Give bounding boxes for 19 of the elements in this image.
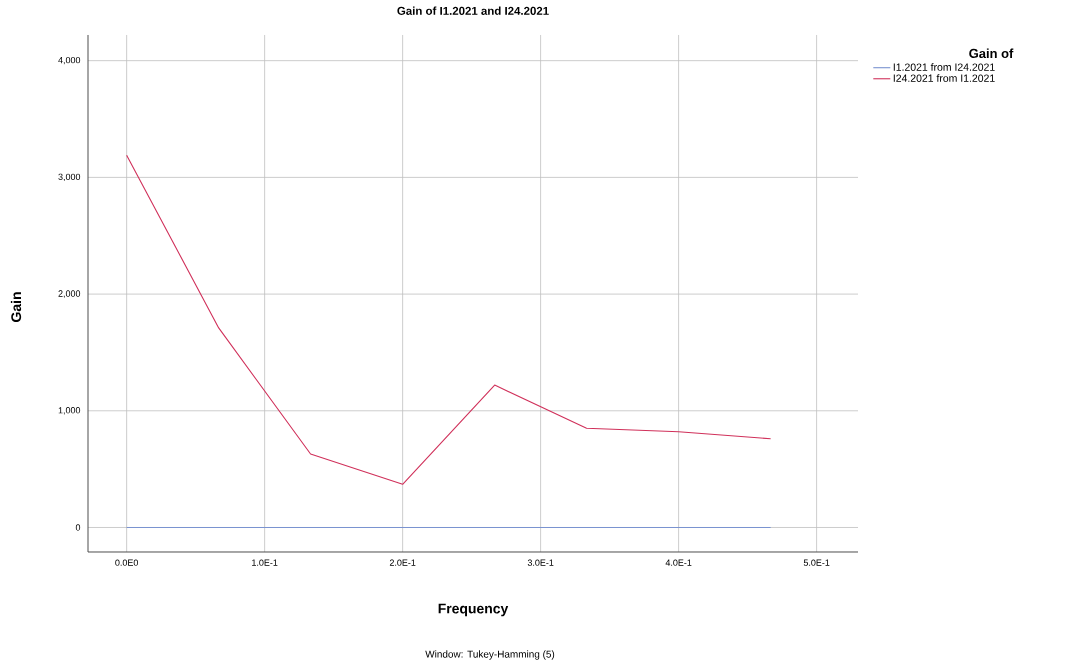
x-tick-label: 4.0E-1 <box>665 559 692 566</box>
text: Window: Tukey-Hamming (5) <box>425 650 555 660</box>
legend-label: I24.2021 from I1.2021 <box>893 74 995 82</box>
legend-title: Gain of <box>969 48 1014 59</box>
y-tick-label: 3,000 <box>58 173 81 182</box>
x-tick-label: 0.0E0 <box>115 559 139 566</box>
y-tick-label: 2,000 <box>58 290 81 298</box>
x-axis-title: Frequency <box>438 603 509 617</box>
line-series <box>126 154 772 485</box>
chart-title: Gain of I1.2021 and I24.2021 <box>397 6 549 15</box>
x-tick-label: 5.0E-1 <box>803 559 830 566</box>
y-tick-label: 0 <box>75 524 81 531</box>
x-tick-label: 1.0E-1 <box>252 559 278 566</box>
x-tick-label: 2.0E-1 <box>389 559 416 566</box>
x-tick-label: 3.0E-1 <box>527 559 554 566</box>
legend-label: I1.2021 from I24.2021 <box>893 63 995 71</box>
y-tick-label: 4,000 <box>58 56 81 65</box>
y-axis-title: Gain <box>10 292 22 322</box>
y-tick-label: 1,000 <box>58 407 81 415</box>
